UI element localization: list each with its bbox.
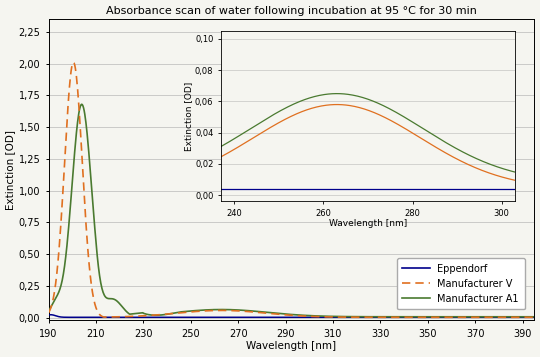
Legend: Eppendorf, Manufacturer V, Manufacturer A1: Eppendorf, Manufacturer V, Manufacturer … <box>396 258 525 310</box>
Y-axis label: Extinction [OD]: Extinction [OD] <box>5 130 16 210</box>
Title: Absorbance scan of water following incubation at 95 °C for 30 min: Absorbance scan of water following incub… <box>106 6 477 16</box>
X-axis label: Wavelength [nm]: Wavelength [nm] <box>246 341 336 351</box>
